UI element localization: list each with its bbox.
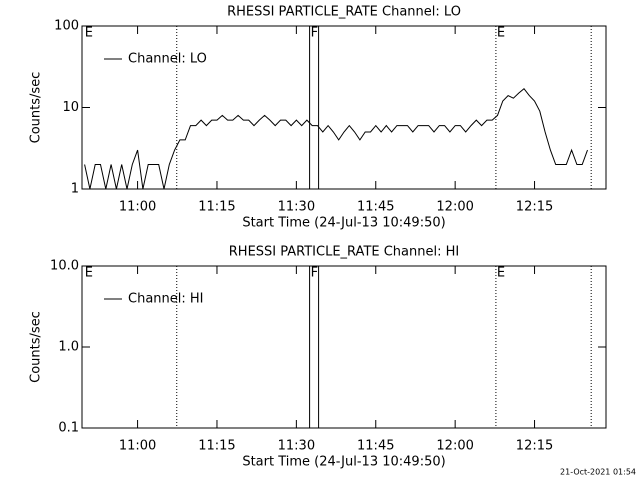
y-tick-label: 1.0 [58,340,79,355]
x-tick-label: 12:15 [516,200,553,215]
flag-label: F [311,26,318,41]
x-tick-label: 11:15 [198,200,235,215]
x-tick-label: 12:15 [516,439,553,454]
x-tick-label: 11:30 [278,200,315,215]
data-line [84,87,588,190]
y-tick-label: 10.0 [50,259,79,274]
x-tick-label: 11:00 [119,200,156,215]
y-tick-label: 100 [54,19,79,34]
legend-label: Channel: HI [128,292,204,307]
chart-title: RHESSI PARTICLE_RATE Channel: HI [229,245,459,260]
y-axis-label: Counts/sec [29,72,44,144]
x-axis-label: Start Time (24-Jul-13 10:49:50) [242,455,445,470]
x-tick-label: 12:00 [436,200,473,215]
x-tick-label: 11:45 [357,439,394,454]
y-tick-label: 0.1 [58,421,79,436]
legend-label: Channel: LO [128,52,207,67]
footer: 21-Oct-2021 01:54 [560,468,636,477]
x-axis-label: Start Time (24-Jul-13 10:49:50) [242,216,445,231]
x-tick-label: 11:15 [198,439,235,454]
y-axis-label: Counts/sec [29,311,44,383]
x-tick-label: 11:45 [357,200,394,215]
flag-label: E [497,26,505,41]
x-tick-label: 11:30 [278,439,315,454]
x-tick-label: 12:00 [436,439,473,454]
x-tick-label: 11:00 [119,439,156,454]
flag-label: F [311,266,318,281]
y-tick-label: 10 [62,100,79,115]
flag-label: E [497,266,505,281]
flag-label: E [85,26,93,41]
chart-title: RHESSI PARTICLE_RATE Channel: LO [227,5,461,20]
y-tick-label: 1 [71,182,79,197]
flag-label: E [85,266,93,281]
